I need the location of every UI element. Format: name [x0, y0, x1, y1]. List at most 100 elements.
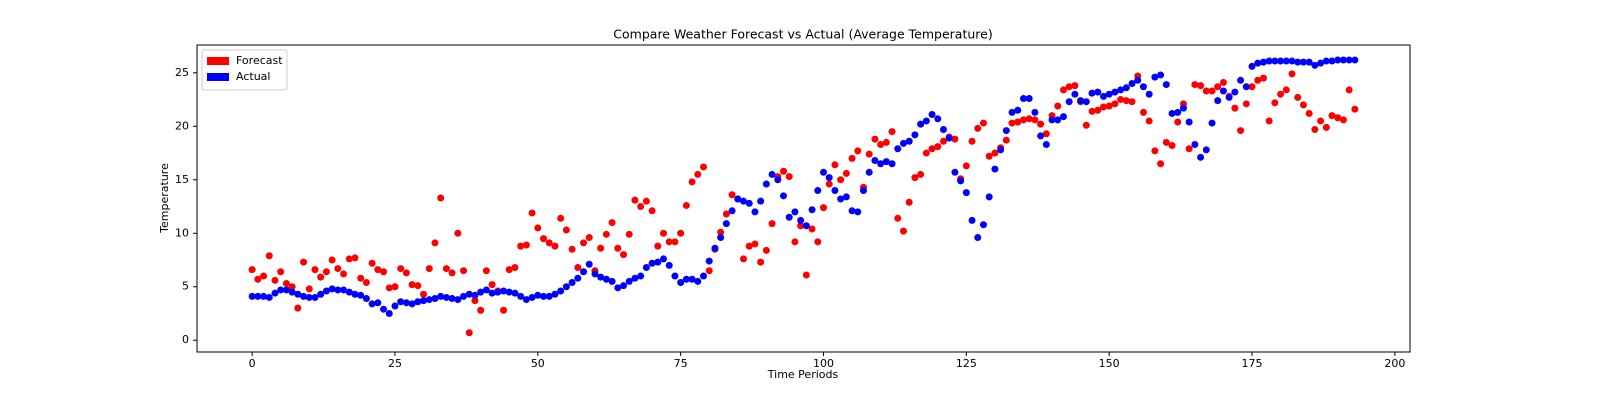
data-point [1151, 73, 1159, 81]
data-point [517, 292, 525, 300]
data-point [1117, 96, 1125, 104]
data-point [311, 293, 319, 301]
data-point [460, 292, 468, 300]
data-point [962, 189, 970, 197]
series [248, 70, 1359, 337]
data-point [968, 137, 976, 145]
data-point [1031, 116, 1039, 124]
data-point [934, 115, 942, 123]
data-point [465, 329, 473, 337]
data-point [791, 238, 799, 246]
data-point [300, 258, 308, 266]
data-point [334, 265, 342, 273]
data-point [1025, 94, 1033, 102]
data-point [797, 222, 805, 230]
data-point [1139, 83, 1147, 91]
data-point [1031, 108, 1039, 116]
data-point [1202, 146, 1210, 154]
data-point [1065, 98, 1073, 106]
data-point [1008, 119, 1016, 127]
y-tick-label: 20 [175, 119, 189, 132]
data-point [340, 270, 348, 278]
data-point [254, 292, 262, 300]
data-point [1054, 102, 1062, 110]
data-point [534, 291, 542, 299]
legend-swatch [207, 57, 229, 65]
data-point [922, 117, 930, 125]
legend-label: Actual [236, 70, 270, 83]
data-point [808, 206, 816, 214]
data-point [1282, 57, 1290, 65]
legend-label: Forecast [236, 54, 283, 67]
data-point [1008, 108, 1016, 116]
data-point [1339, 56, 1347, 64]
data-point [1174, 118, 1182, 126]
data-point [425, 265, 433, 273]
x-tick-label: 175 [1242, 357, 1263, 370]
data-point [665, 261, 673, 269]
data-point [808, 225, 816, 233]
data-point [368, 259, 376, 267]
data-point [1042, 140, 1050, 148]
data-point [1271, 99, 1279, 107]
data-point [1082, 98, 1090, 106]
data-point [1019, 116, 1027, 124]
data-point [1071, 90, 1079, 98]
data-point [671, 238, 679, 246]
data-point [408, 300, 416, 308]
data-point [1248, 62, 1256, 70]
data-point [1139, 108, 1147, 116]
data-point [768, 170, 776, 178]
data-point [934, 143, 942, 151]
data-point [471, 291, 479, 299]
data-point [1117, 86, 1125, 94]
x-tick-label: 100 [813, 357, 834, 370]
data-point [859, 186, 867, 194]
data-point [1334, 114, 1342, 122]
data-point [282, 280, 290, 288]
data-point [1134, 76, 1142, 84]
data-point [979, 119, 987, 127]
data-point [1082, 121, 1090, 129]
data-point [454, 296, 462, 304]
data-point [837, 195, 845, 203]
data-point [837, 176, 845, 184]
data-point [1277, 57, 1285, 65]
data-point [757, 197, 765, 205]
data-point [357, 274, 365, 282]
data-point [408, 281, 416, 289]
data-point [517, 242, 525, 250]
data-point [1168, 142, 1176, 150]
data-point [740, 197, 748, 205]
data-point [362, 295, 370, 303]
data-point [442, 265, 450, 273]
data-point [500, 287, 508, 295]
data-point [751, 208, 759, 216]
x-tick-label: 50 [531, 357, 545, 370]
data-point [271, 289, 279, 297]
data-point [368, 300, 376, 308]
data-point [717, 228, 725, 236]
data-point [1162, 81, 1170, 89]
data-point [802, 222, 810, 230]
data-point [888, 128, 896, 136]
data-point [345, 288, 353, 296]
data-point [431, 295, 439, 303]
data-point [1037, 132, 1045, 140]
data-point [631, 196, 639, 204]
data-point [682, 275, 690, 283]
data-point [762, 246, 770, 254]
data-point [380, 268, 388, 276]
x-tick-label: 25 [388, 357, 402, 370]
y-tick-label: 25 [175, 66, 189, 79]
data-point [340, 286, 348, 294]
data-point [825, 180, 833, 188]
data-point [414, 282, 422, 290]
data-point [877, 140, 885, 148]
data-point [677, 229, 685, 237]
data-point [1311, 126, 1319, 134]
data-point [568, 278, 576, 286]
plot-frame [196, 44, 1411, 353]
data-point [437, 194, 445, 202]
